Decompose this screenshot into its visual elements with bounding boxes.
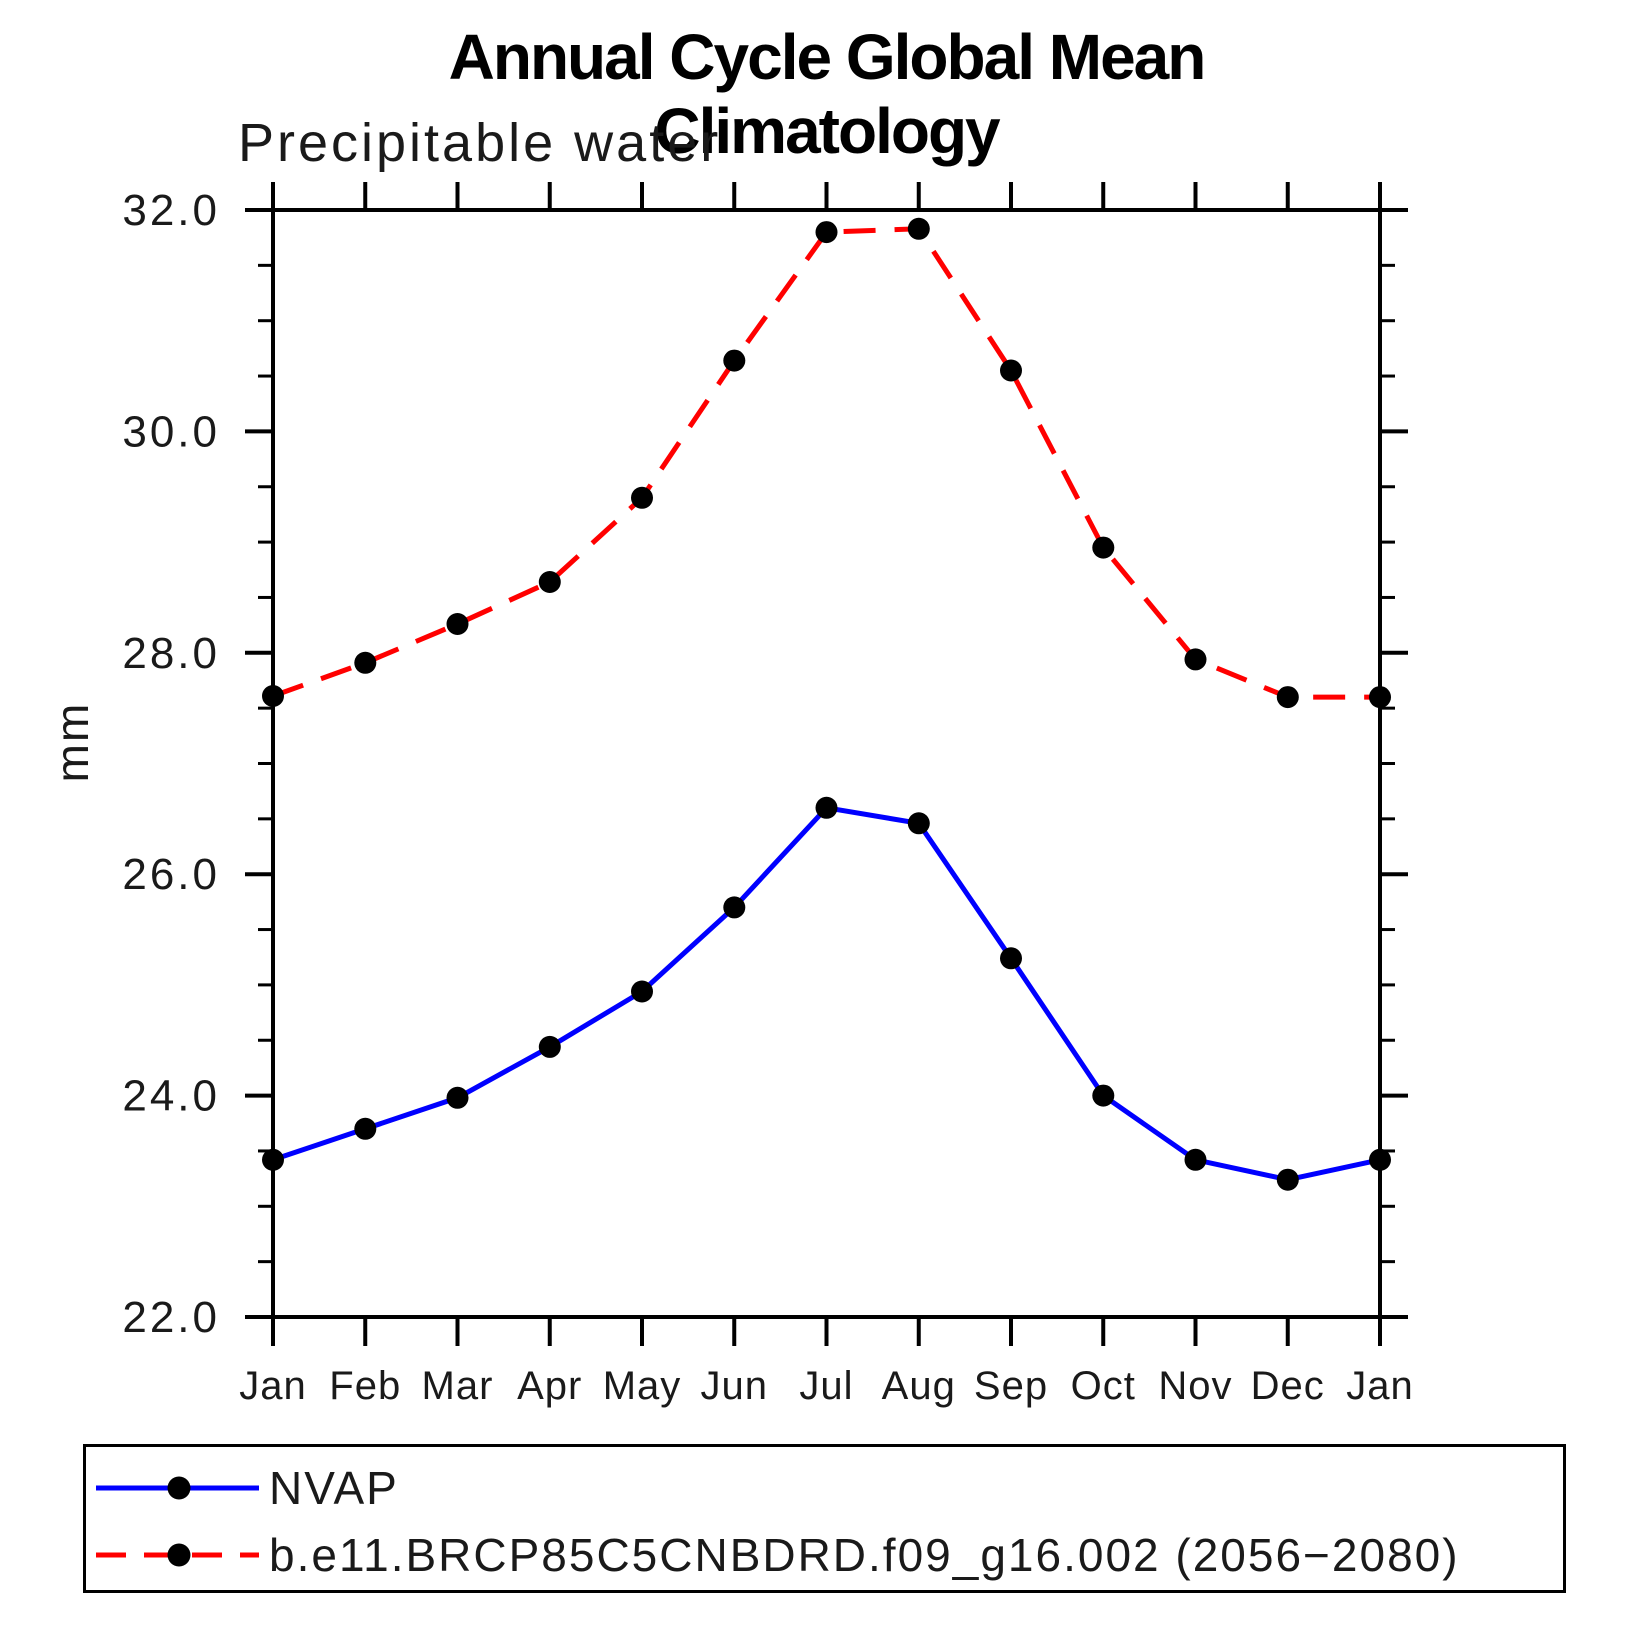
- x-tick-label: Sep: [974, 1364, 1048, 1408]
- data-point-s0-2: [446, 1086, 469, 1109]
- data-point-s1-0: [262, 685, 284, 707]
- data-point-s1-10: [1184, 648, 1207, 671]
- data-point-s0-11: [1276, 1168, 1299, 1191]
- y-tick-label: 22.0: [122, 1293, 220, 1342]
- page-title: Annual Cycle Global Mean Climatology: [448, 21, 1207, 167]
- legend-sample-marker: [167, 1543, 191, 1567]
- x-tick-label: Apr: [517, 1364, 582, 1408]
- y-tick-label: 30.0: [122, 407, 220, 456]
- x-tick-label: Mar: [422, 1364, 494, 1408]
- y-tick-label: 24.0: [122, 1072, 220, 1121]
- data-point-s0-10: [1184, 1148, 1207, 1171]
- x-tick-label: Aug: [882, 1364, 956, 1408]
- legend-line-sample: [96, 1476, 259, 1500]
- x-tick-label: May: [603, 1364, 682, 1408]
- data-point-s0-4: [631, 980, 653, 1003]
- data-point-s1-1: [354, 651, 377, 674]
- x-tick-label: Feb: [329, 1364, 401, 1408]
- x-tick-label: Dec: [1251, 1364, 1325, 1408]
- data-point-s0-0: [262, 1148, 284, 1171]
- x-tick-label: Jun: [701, 1364, 769, 1408]
- legend-label: NVAP: [269, 1462, 399, 1514]
- y-tick-label: 28.0: [122, 629, 220, 678]
- data-point-s1-12: [1369, 686, 1391, 709]
- data-point-s1-8: [1000, 359, 1022, 382]
- legend-item-model: b.e11.BRCP85C5CNBDRD.f09_g16.002 (2056−2…: [93, 1529, 1460, 1581]
- y-tick-label: 26.0: [122, 850, 220, 899]
- data-point-s0-1: [354, 1117, 377, 1140]
- data-point-s1-9: [1092, 536, 1115, 559]
- data-point-s0-8: [1000, 947, 1022, 970]
- data-point-s1-6: [815, 221, 838, 244]
- data-point-s0-9: [1092, 1084, 1115, 1107]
- x-tick-label: Nov: [1158, 1364, 1232, 1408]
- series-line-1: [272, 226, 1380, 700]
- legend-line-sample: [96, 1543, 259, 1567]
- data-point-s0-3: [538, 1035, 561, 1058]
- data-point-s1-5: [723, 349, 746, 372]
- data-point-s1-11: [1276, 686, 1299, 709]
- y-tick-label: 32.0: [122, 186, 220, 235]
- plot-frame: [271, 208, 1382, 1319]
- x-tick-label: Jan: [239, 1364, 307, 1408]
- data-point-s1-7: [907, 217, 930, 240]
- legend-item-nvap: NVAP: [93, 1462, 399, 1514]
- series-line-0: [272, 805, 1381, 1183]
- x-tick-label: Oct: [1071, 1364, 1136, 1408]
- data-point-s1-3: [538, 571, 561, 593]
- data-point-s1-4: [631, 486, 653, 509]
- chart-subtitle: Precipitable water: [238, 113, 722, 173]
- data-point-s1-2: [446, 613, 469, 635]
- x-tick-label: Jul: [799, 1364, 853, 1408]
- legend: NVAP b.e11.BRCP85C5CNBDRD.f09_g16.002 (2…: [83, 1444, 1566, 1593]
- data-point-s0-5: [723, 896, 746, 919]
- data-point-s0-6: [815, 796, 838, 819]
- legend-sample-marker: [167, 1476, 191, 1500]
- x-tick-label: Jan: [1346, 1364, 1414, 1408]
- legend-label: b.e11.BRCP85C5CNBDRD.f09_g16.002 (2056−2…: [269, 1529, 1460, 1581]
- data-point-s0-12: [1369, 1148, 1391, 1171]
- data-point-s0-7: [907, 812, 930, 835]
